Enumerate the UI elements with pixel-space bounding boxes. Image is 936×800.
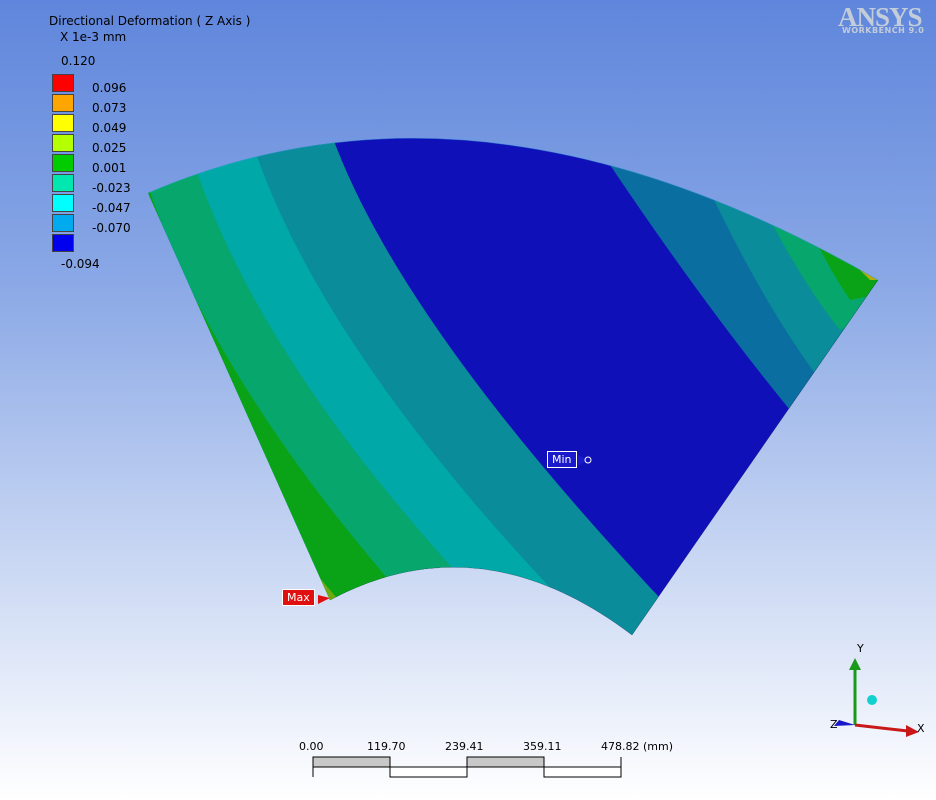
- max-pointer: [318, 595, 330, 604]
- legend-swatch: [52, 174, 74, 192]
- min-pointer: [578, 455, 588, 466]
- legend-swatch: [52, 154, 74, 172]
- y-axis-arrow: [849, 658, 861, 670]
- triad-z-label: Z: [830, 718, 838, 731]
- legend-value: 0.001: [92, 161, 127, 175]
- legend-value: -0.023: [92, 181, 131, 195]
- legend-value: 0.049: [92, 121, 127, 135]
- x-axis-arrow: [906, 725, 919, 737]
- min-probe-label[interactable]: Min: [547, 451, 577, 468]
- legend-swatch: [52, 134, 74, 152]
- scale-tick-0: 0.00: [299, 740, 324, 753]
- legend-value: 0.096: [92, 81, 127, 95]
- z-axis-arrow: [834, 720, 855, 726]
- min-location-marker: [584, 456, 592, 464]
- legend-value: 0.073: [92, 101, 127, 115]
- ansys-logo-subtitle: WORKBENCH 9.0: [842, 26, 925, 35]
- result-title: Directional Deformation ( Z Axis ): [49, 14, 251, 28]
- scale-tick-3: 359.11: [523, 740, 562, 753]
- scale-tick-4: 478.82 (mm): [601, 740, 673, 753]
- triad-y-label: Y: [857, 642, 864, 655]
- legend-swatch: [52, 94, 74, 112]
- iso-view-ball[interactable]: [867, 695, 877, 705]
- legend-swatch: [52, 194, 74, 212]
- triad-x-label: X: [917, 722, 925, 735]
- legend-value: -0.047: [92, 201, 131, 215]
- legend-swatch: [52, 234, 74, 252]
- scale-tick-2: 239.41: [445, 740, 484, 753]
- legend-swatch: [52, 74, 74, 92]
- max-probe-label[interactable]: Max: [282, 589, 315, 606]
- legend-value: 0.025: [92, 141, 127, 155]
- result-units: X 1e-3 mm: [60, 30, 127, 44]
- scale-bar: [312, 756, 622, 778]
- legend-swatch: [52, 114, 74, 132]
- axis-triad[interactable]: [820, 640, 930, 750]
- legend-swatch: [52, 214, 74, 232]
- legend-value: -0.070: [92, 221, 131, 235]
- scale-tick-1: 119.70: [367, 740, 406, 753]
- legend-max-value: 0.120: [61, 54, 96, 68]
- ansys-logo: ANSYS: [838, 2, 923, 32]
- legend-min-value: -0.094: [61, 257, 100, 271]
- x-axis-line: [854, 723, 909, 733]
